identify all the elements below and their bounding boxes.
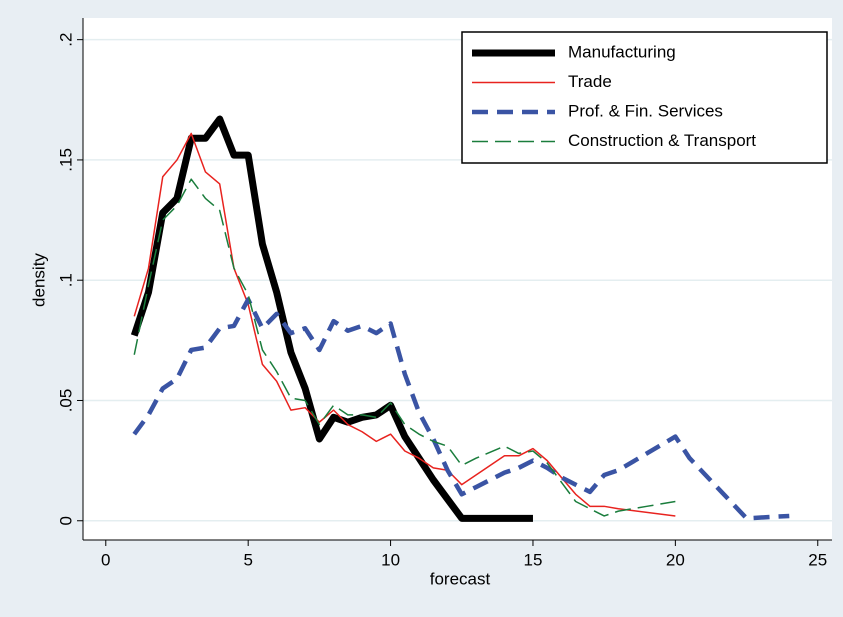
y-tick-label: .2 xyxy=(56,33,75,47)
legend: Manufacturing Trade Prof. & Fin. Services C… xyxy=(461,31,828,164)
x-tick-label: 10 xyxy=(381,550,400,569)
x-axis-title: forecast xyxy=(430,569,491,588)
x-tick-label: 0 xyxy=(101,550,110,569)
legend-label: Manufacturing xyxy=(568,42,676,61)
y-axis-title: density xyxy=(29,253,48,307)
y-tick-label: .05 xyxy=(56,389,75,413)
line xyxy=(132,297,790,521)
line xyxy=(130,115,533,522)
legend-label: Trade xyxy=(568,72,612,91)
x-tick-label: 25 xyxy=(808,550,827,569)
x-tick-label: 15 xyxy=(524,550,543,569)
legend-label: Prof. & Fin. Services xyxy=(568,101,723,120)
y-tick-label: .15 xyxy=(56,148,75,172)
y-tick-label: .1 xyxy=(56,273,75,287)
y-tick-label: 0 xyxy=(56,516,75,525)
x-tick-label: 20 xyxy=(666,550,685,569)
legend-label: Construction & Transport xyxy=(568,131,756,150)
line xyxy=(133,178,676,517)
x-tick-label: 5 xyxy=(243,550,252,569)
line xyxy=(133,132,676,517)
